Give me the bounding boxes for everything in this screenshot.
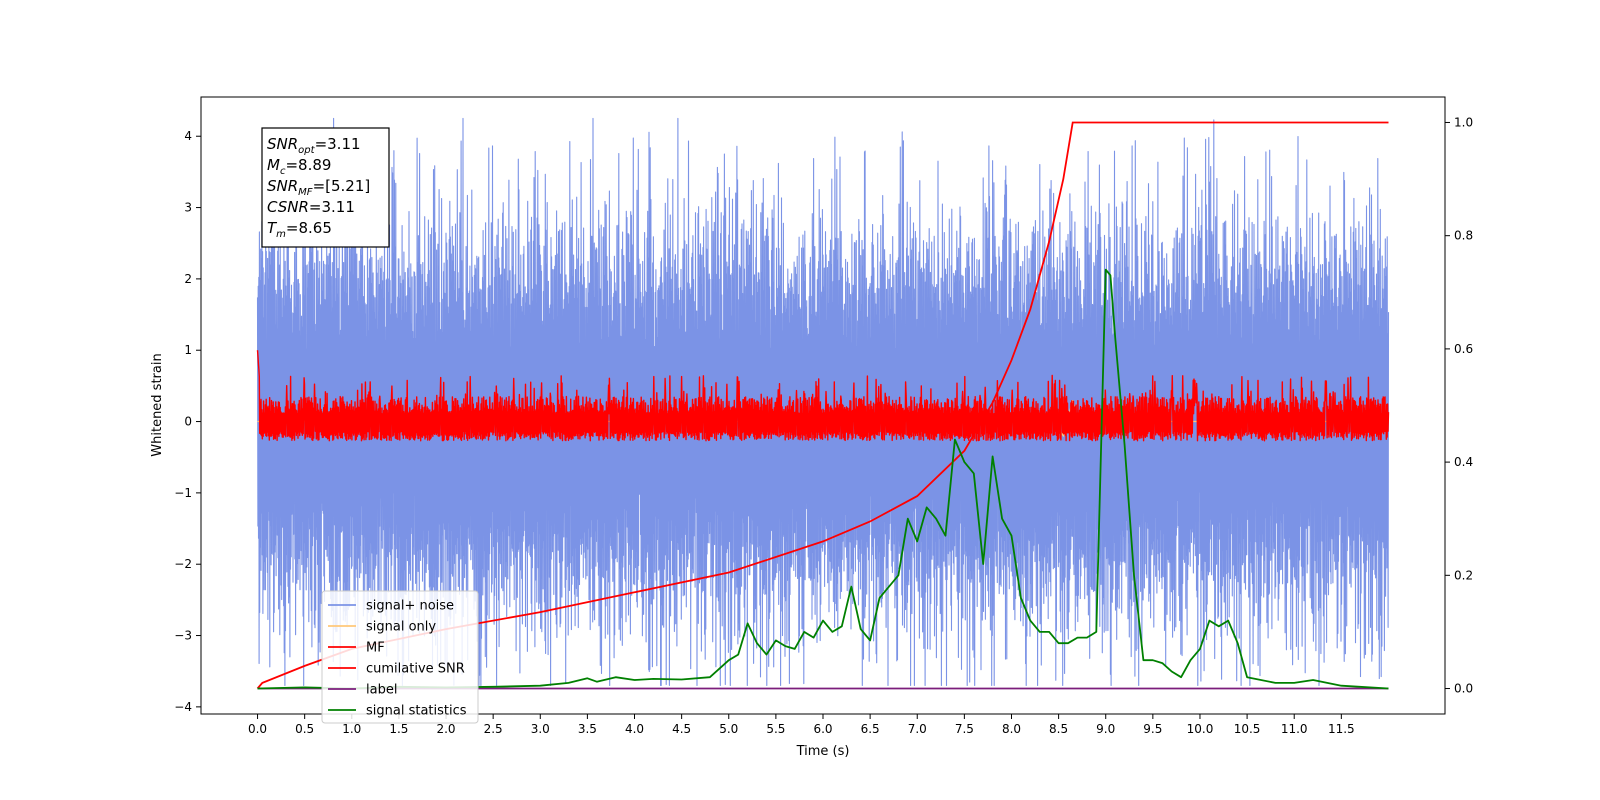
x-tick-label: 4.0 bbox=[625, 722, 644, 736]
x-tick-label: 8.0 bbox=[1002, 722, 1021, 736]
legend-label: label bbox=[366, 683, 397, 698]
x-tick-label: 5.5 bbox=[766, 722, 785, 736]
series-signal-statistics bbox=[257, 268, 1389, 690]
legend-items: signal+ noise signal only MF cumilative SNR… bbox=[328, 599, 467, 719]
series-signal-noise bbox=[256, 117, 1390, 687]
legend-label: signal+ noise bbox=[366, 599, 454, 614]
legend-label: signal statistics bbox=[366, 704, 467, 719]
y-tick-label: −1 bbox=[174, 486, 192, 500]
x-tick-label: 9.5 bbox=[1143, 722, 1162, 736]
x-tick-label: 6.0 bbox=[813, 722, 832, 736]
y-tick-label: 1 bbox=[184, 343, 192, 357]
x-tick-label: 10.5 bbox=[1234, 722, 1261, 736]
annotation-line: SNRopt=3.11 bbox=[267, 135, 361, 156]
annotation-line: SNRMF=[5.21] bbox=[267, 177, 370, 198]
x-tick-label: 8.5 bbox=[1049, 722, 1068, 736]
x-tick-label: 1.5 bbox=[389, 722, 408, 736]
x-tick-label: 6.5 bbox=[861, 722, 880, 736]
y2-tick-label: 0.8 bbox=[1454, 229, 1473, 243]
legend-label: MF bbox=[366, 641, 385, 656]
y2-tick-label: 0.4 bbox=[1454, 455, 1473, 469]
y2-tick-label: 0.0 bbox=[1454, 682, 1473, 696]
legend-label: signal only bbox=[366, 620, 436, 635]
annotation-line: Mc=8.89 bbox=[267, 156, 331, 177]
y-tick-label: 3 bbox=[184, 201, 192, 215]
legend: signal+ noise signal only MF cumilative SNR… bbox=[321, 590, 479, 724]
x-tick-label: 2.0 bbox=[436, 722, 455, 736]
x-tick-label: 3.5 bbox=[578, 722, 597, 736]
x-tick-label: 11.5 bbox=[1328, 722, 1355, 736]
y-axis-right: 1.0 0.8 0.6 0.4 0.2 0.0 bbox=[1445, 115, 1473, 696]
y2-tick-label: 1.0 bbox=[1454, 115, 1473, 129]
y-tick-label: −4 bbox=[174, 700, 192, 714]
annotation-line: Tm=8.65 bbox=[267, 219, 332, 240]
y-axis-label: Whitened strain bbox=[150, 353, 165, 456]
y-tick-label: −2 bbox=[174, 557, 192, 571]
legend-label: cumilative SNR bbox=[366, 662, 465, 677]
x-tick-label: 4.5 bbox=[672, 722, 691, 736]
x-tick-label: 3.0 bbox=[531, 722, 550, 736]
x-tick-label: 0.5 bbox=[295, 722, 314, 736]
x-axis: 0.0 0.5 1.0 1.5 2.0 2.5 3.0 3.5 4.0 4.5 5.0 5.5 6.0 6… bbox=[248, 714, 1355, 736]
x-tick-label: 7.5 bbox=[955, 722, 974, 736]
y-tick-label: 2 bbox=[184, 272, 192, 286]
y-tick-label: 4 bbox=[184, 129, 192, 143]
y2-tick-label: 0.2 bbox=[1454, 568, 1473, 582]
x-tick-label: 10.0 bbox=[1187, 722, 1214, 736]
annotation-line: CSNR=3.11 bbox=[267, 198, 355, 216]
x-tick-label: 9.0 bbox=[1096, 722, 1115, 736]
y-tick-label: −3 bbox=[174, 629, 192, 643]
series-mf bbox=[256, 350, 1390, 442]
y-tick-label: 0 bbox=[184, 415, 192, 429]
y-axis-left: 4 3 2 1 0 −1 −2 −3 −4 bbox=[174, 129, 201, 714]
x-tick-label: 2.5 bbox=[484, 722, 503, 736]
x-tick-label: 11.0 bbox=[1281, 722, 1308, 736]
x-tick-label: 0.0 bbox=[248, 722, 267, 736]
x-axis-label: Time (s) bbox=[796, 744, 850, 759]
x-tick-label: 7.0 bbox=[908, 722, 927, 736]
y2-tick-label: 0.6 bbox=[1454, 342, 1473, 356]
x-tick-label: 5.0 bbox=[719, 722, 738, 736]
x-tick-label: 1.0 bbox=[342, 722, 361, 736]
